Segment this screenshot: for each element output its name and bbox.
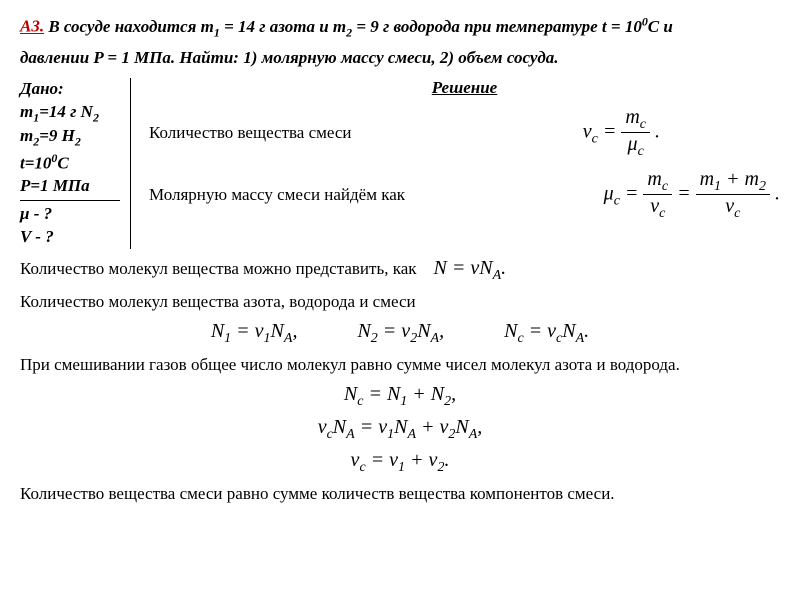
- given-l3: t=100C: [20, 150, 120, 176]
- eq-line-N123: N1 = ν1NA, N2 = ν2NA, Nc = νcNA.: [20, 320, 780, 347]
- pt3: = 9 г водорода при температуре t = 10: [352, 17, 642, 36]
- text-3: Количество молекул вещества можно предст…: [20, 257, 780, 284]
- given-l5: μ - ?: [20, 203, 120, 226]
- solution-block: Решение Количество вещества смеси νc = m…: [131, 78, 780, 249]
- given-solution-block: Дано: m1=14 г N2 m2=9 H2 t=100C P=1 МПа …: [20, 78, 780, 249]
- given-l1: m1=14 г N2: [20, 101, 120, 125]
- given-divider: [20, 200, 120, 201]
- given-l6: V - ?: [20, 226, 120, 249]
- solution-title: Решение: [149, 78, 780, 98]
- eq-nu-sum: νc = ν1 + ν2.: [20, 449, 780, 476]
- pt1: В сосуде находится m: [48, 17, 214, 36]
- text-6: Количество вещества смеси равно сумме ко…: [20, 484, 780, 504]
- given-l2: m2=9 H2: [20, 125, 120, 149]
- t3-label: Количество молекул вещества можно предст…: [20, 259, 417, 278]
- problem-text-2: давлении P = 1 МПа. Найти: 1) молярную м…: [20, 48, 780, 68]
- text-4: Количество молекул вещества азота, водор…: [20, 292, 780, 312]
- solution-row-2: Молярную массу смеси найдём как μc = mcν…: [149, 168, 780, 222]
- eq-nuNa-sum: νcNA = ν1NA + ν2NA,: [20, 416, 780, 443]
- t3-formula: N = νNA.: [434, 257, 507, 279]
- problem-statement: А3. В сосуде находится m1 = 14 г азота и…: [20, 14, 780, 68]
- given-title: Дано:: [20, 78, 120, 101]
- row2-formula: μc = mcνc = m1 + m2νc .: [604, 168, 780, 222]
- given-block: Дано: m1=14 г N2 m2=9 H2 t=100C P=1 МПа …: [20, 78, 131, 249]
- given-l4: P=1 МПа: [20, 175, 120, 198]
- pt2: = 14 г азота и m: [220, 17, 346, 36]
- solution-row-1: Количество вещества смеси νc = mcμc .: [149, 106, 780, 160]
- problem-tag: А3.: [20, 17, 44, 36]
- eq-Nc-sum: Nc = N1 + N2,: [20, 383, 780, 410]
- row1-formula: νc = mcμc .: [583, 106, 660, 160]
- problem-text-1: В сосуде находится m1 = 14 г азота и m2 …: [48, 17, 673, 36]
- pt3b: С и: [648, 17, 673, 36]
- row2-label: Молярную массу смеси найдём как: [149, 185, 405, 205]
- text-5: При смешивании газов общее число молекул…: [20, 355, 780, 375]
- row1-label: Количество вещества смеси: [149, 123, 352, 143]
